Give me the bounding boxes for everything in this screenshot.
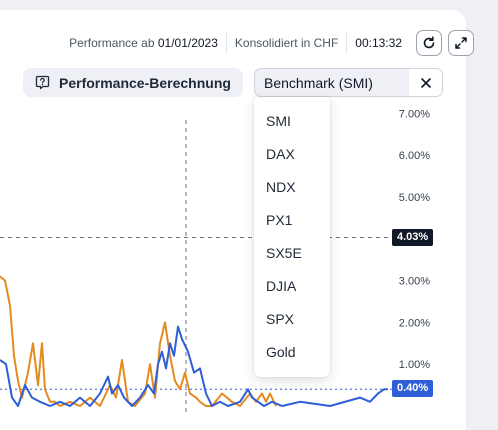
benchmark-option[interactable]: Gold <box>266 344 296 360</box>
series-group <box>0 275 388 407</box>
benchmark-option[interactable]: SMI <box>266 113 291 129</box>
performance-label: Performance ab <box>69 36 155 50</box>
expand-button[interactable] <box>448 30 474 56</box>
performance-calculation-button[interactable]: Performance-Berechnung <box>23 68 243 97</box>
current-value-badge: 0.40% <box>392 380 434 398</box>
benchmark-dropdown: SMI DAX NDX PX1 SX5E DJIA SPX Gold <box>254 97 330 377</box>
refresh-icon <box>423 36 435 49</box>
header-divider <box>225 32 227 54</box>
benchmark-option[interactable]: DAX <box>266 146 295 162</box>
header-bar: Performance ab 01/01/2023 Konsolidiert i… <box>20 25 474 61</box>
y-tick-label: 3.00% <box>399 276 430 288</box>
benchmark-select[interactable]: Benchmark (SMI) <box>254 68 410 97</box>
y-tick-label: 2.00% <box>399 317 430 329</box>
consolidated-currency: Konsolidiert in CHF <box>234 36 339 50</box>
y-tick-label: 1.00% <box>399 359 430 371</box>
clear-benchmark-button[interactable] <box>409 68 443 97</box>
performance-calculation-label: Performance-Berechnung <box>59 74 231 91</box>
crosshair-value-badge: 4.03% <box>392 228 434 246</box>
y-tick-label: 6.00% <box>399 150 430 162</box>
benchmark-option[interactable]: SX5E <box>266 245 302 261</box>
refresh-button[interactable] <box>416 30 442 56</box>
y-tick-label: 7.00% <box>399 108 430 120</box>
portfolio-series-line <box>0 325 388 407</box>
benchmark-option[interactable]: NDX <box>266 179 296 195</box>
y-tick-label: 5.00% <box>399 192 430 204</box>
timestamp: 00:13:32 <box>355 36 402 50</box>
header-divider <box>346 32 348 54</box>
benchmark-option[interactable]: PX1 <box>266 212 293 228</box>
expand-icon <box>455 37 467 49</box>
performance-chart[interactable]: 7.00% 6.00% 5.00% 3.00% 2.00% 1.00% <box>0 0 498 414</box>
benchmark-option[interactable]: SPX <box>266 311 295 327</box>
performance-since: Performance ab 01/01/2023 <box>61 36 226 50</box>
benchmark-option[interactable]: DJIA <box>266 278 297 294</box>
close-icon <box>420 77 431 88</box>
performance-date[interactable]: 01/01/2023 <box>157 36 218 50</box>
help-icon <box>35 75 50 90</box>
benchmark-selected-value: Benchmark (SMI) <box>264 74 373 91</box>
benchmark-series-line <box>0 275 277 407</box>
